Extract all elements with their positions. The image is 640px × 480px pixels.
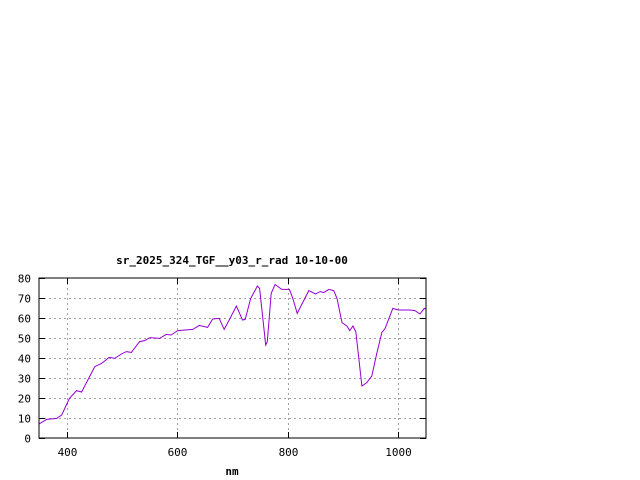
y-tick-label: 50 bbox=[18, 333, 31, 346]
y-tick-label: 60 bbox=[18, 313, 31, 326]
grid bbox=[39, 278, 426, 438]
y-tick-label: 70 bbox=[18, 293, 31, 306]
x-tick-label: 600 bbox=[168, 446, 188, 459]
axis-ticks: 0 10 20 30 40 50 60 70 80 400 600 800 1000 bbox=[18, 273, 426, 459]
x-tick-label: 1000 bbox=[385, 446, 412, 459]
y-tick-label: 10 bbox=[18, 413, 31, 426]
plot-border bbox=[38, 277, 427, 439]
y-tick-label: 30 bbox=[18, 373, 31, 386]
y-tick-label: 40 bbox=[18, 353, 31, 366]
x-axis-label: nm bbox=[225, 465, 239, 478]
x-tick-label: 800 bbox=[279, 446, 299, 459]
y-tick-label: 80 bbox=[18, 273, 31, 286]
chart-title: sr_2025_324_TGF__y03_r_rad 10-10-00 bbox=[116, 254, 348, 267]
x-tick-label: 400 bbox=[58, 446, 78, 459]
y-tick-label: 0 bbox=[24, 433, 31, 446]
y-tick-label: 20 bbox=[18, 393, 31, 406]
series-line bbox=[38, 283, 427, 425]
